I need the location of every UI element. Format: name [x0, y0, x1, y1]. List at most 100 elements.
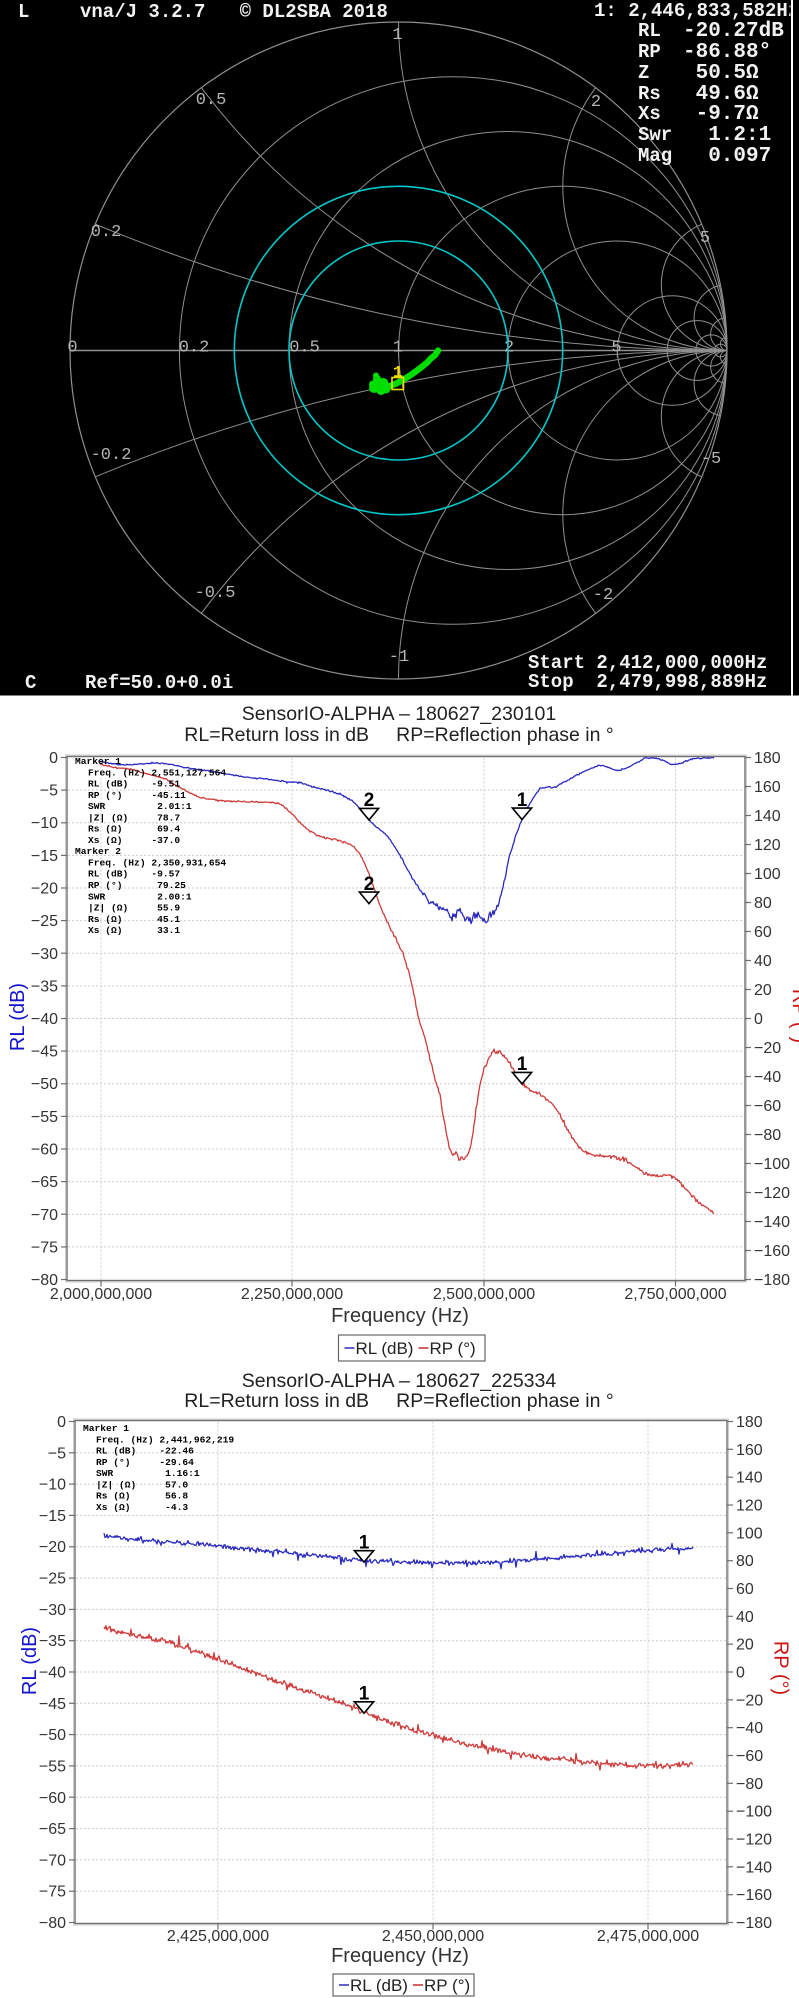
svg-text:20: 20	[736, 1637, 754, 1654]
svg-text:−180: −180	[754, 1272, 790, 1289]
svg-text:Frequency (Hz): Frequency (Hz)	[331, 1305, 469, 1327]
svg-text:160: 160	[736, 1442, 763, 1459]
svg-text:Stop 2,479,998,889Hz: Stop 2,479,998,889Hz	[528, 671, 767, 693]
svg-text:180: 180	[754, 750, 781, 767]
svg-text:2,500,000,000: 2,500,000,000	[433, 1286, 535, 1303]
svg-text:120: 120	[736, 1498, 763, 1515]
svg-text:−75: −75	[31, 1239, 58, 1256]
svg-text:−60: −60	[39, 1790, 66, 1807]
svg-text:RL (dB): RL (dB)	[356, 1339, 414, 1358]
svg-text:Marker 2: Marker 2	[75, 846, 121, 857]
svg-text:-2: -2	[593, 586, 613, 605]
svg-text:−100: −100	[754, 1156, 790, 1173]
svg-text:−10: −10	[39, 1477, 66, 1494]
svg-text:180: 180	[736, 1414, 763, 1431]
svg-text:|Z| (Ω) 57.0: |Z| (Ω) 57.0	[96, 1479, 188, 1490]
svg-text:−20: −20	[754, 1040, 781, 1057]
svg-text:SensorIO-ALPHA – 180627_225334: SensorIO-ALPHA – 180627_225334	[242, 1370, 557, 1392]
svg-text:1: 1	[517, 1054, 528, 1075]
svg-text:−15: −15	[31, 848, 58, 865]
svg-text:−15: −15	[39, 1508, 66, 1525]
svg-text:−25: −25	[39, 1571, 66, 1588]
svg-text:L: L	[18, 1, 29, 23]
svg-text:RL (dB) -9.51: RL (dB) -9.51	[88, 779, 180, 790]
svg-text:100: 100	[754, 866, 781, 883]
svg-text:−120: −120	[736, 1832, 772, 1849]
svg-text:RP (°): RP (°)	[430, 1339, 476, 1358]
svg-text:−50: −50	[39, 1727, 66, 1744]
svg-text:−40: −40	[39, 1665, 66, 1682]
svg-text:-0.5: -0.5	[195, 584, 236, 603]
svg-text:2,450,000,000: 2,450,000,000	[382, 1928, 484, 1945]
svg-text:-5: -5	[701, 450, 721, 469]
svg-text:40: 40	[754, 953, 772, 970]
svg-text:Mag: Mag	[638, 145, 672, 167]
svg-text:−20: −20	[39, 1539, 66, 1556]
svg-text:0: 0	[736, 1665, 745, 1682]
svg-text:0: 0	[67, 339, 77, 358]
svg-text:140: 140	[754, 808, 781, 825]
svg-text:Xs (Ω) -37.0: Xs (Ω) -37.0	[88, 835, 180, 846]
svg-text:0.5: 0.5	[196, 91, 227, 110]
svg-text:−100: −100	[736, 1804, 772, 1821]
svg-text:−70: −70	[31, 1207, 58, 1224]
svg-text:−60: −60	[736, 1748, 763, 1765]
svg-text:RL=Return loss in dB RP=Re: RL=Return loss in dB RP=Reflection phase…	[184, 724, 613, 746]
svg-text:SWR 2.00:1: SWR 2.00:1	[88, 891, 192, 902]
svg-text:RP (°) 79.25: RP (°) 79.25	[88, 880, 186, 891]
svg-text:1: 1	[359, 1684, 370, 1705]
svg-text:1: 1	[393, 339, 403, 358]
svg-text:−30: −30	[39, 1602, 66, 1619]
svg-text:RL: RL	[638, 20, 661, 42]
svg-text:−140: −140	[736, 1859, 772, 1876]
svg-text:40: 40	[736, 1609, 754, 1626]
svg-text:60: 60	[754, 924, 772, 941]
svg-text:−60: −60	[31, 1142, 58, 1159]
svg-text:−45: −45	[31, 1044, 58, 1061]
svg-text:Freq. (Hz) 2,551,127,564: Freq. (Hz) 2,551,127,564	[88, 767, 226, 778]
svg-text:RP (°): RP (°)	[424, 1976, 470, 1995]
svg-text:−25: −25	[31, 913, 58, 930]
svg-text:49.6Ω: 49.6Ω	[683, 83, 759, 106]
svg-text:Freq. (Hz) 2,441,962,219: Freq. (Hz) 2,441,962,219	[96, 1434, 234, 1445]
svg-text:−70: −70	[39, 1852, 66, 1869]
svg-text:2,475,000,000: 2,475,000,000	[597, 1928, 699, 1945]
svg-text:80: 80	[754, 895, 772, 912]
svg-text:−40: −40	[754, 1069, 781, 1086]
svg-text:Rs (Ω) 56.8: Rs (Ω) 56.8	[96, 1491, 188, 1502]
svg-text:RP (°) -29.64: RP (°) -29.64	[96, 1457, 194, 1468]
svg-text:−5: −5	[40, 783, 58, 800]
svg-text:−80: −80	[736, 1776, 763, 1793]
svg-text:−5: −5	[48, 1445, 66, 1462]
svg-text:−80: −80	[39, 1915, 66, 1932]
svg-text:Xs: Xs	[638, 103, 661, 125]
svg-text:140: 140	[736, 1470, 763, 1487]
svg-text:|Z| (Ω) 55.9: |Z| (Ω) 55.9	[88, 903, 180, 914]
svg-text:−60: −60	[754, 1098, 781, 1115]
svg-text:60: 60	[736, 1581, 754, 1598]
svg-text:5: 5	[611, 339, 621, 358]
svg-text:-0.2: -0.2	[91, 446, 132, 465]
svg-text:2: 2	[364, 790, 375, 811]
svg-text:−40: −40	[31, 1011, 58, 1028]
svg-text:Rs (Ω) 45.1: Rs (Ω) 45.1	[88, 914, 180, 925]
svg-text:2,750,000,000: 2,750,000,000	[624, 1286, 726, 1303]
svg-text:|Z| (Ω) 78.7: |Z| (Ω) 78.7	[88, 812, 180, 823]
svg-text:RL (dB) -9.57: RL (dB) -9.57	[88, 869, 180, 880]
svg-text:0.097: 0.097	[683, 145, 771, 168]
svg-text:−80: −80	[31, 1272, 58, 1289]
svg-text:−20: −20	[31, 881, 58, 898]
svg-text:RL (dB) -22.46: RL (dB) -22.46	[96, 1446, 194, 1457]
svg-text:0.2: 0.2	[91, 223, 122, 242]
svg-text:-86.88°: -86.88°	[683, 41, 771, 64]
svg-text:1: 1	[392, 26, 402, 45]
svg-text:−35: −35	[39, 1633, 66, 1650]
svg-text:−140: −140	[754, 1214, 790, 1231]
svg-text:1: 2,446,833,582Hz: 1: 2,446,833,582Hz	[594, 0, 799, 22]
svg-text:−55: −55	[31, 1109, 58, 1126]
svg-text:2: 2	[591, 93, 601, 112]
svg-text:2,000,000,000: 2,000,000,000	[50, 1286, 152, 1303]
svg-text:2,250,000,000: 2,250,000,000	[241, 1286, 343, 1303]
svg-text:2: 2	[364, 874, 375, 895]
svg-text:Rs: Rs	[638, 83, 661, 105]
